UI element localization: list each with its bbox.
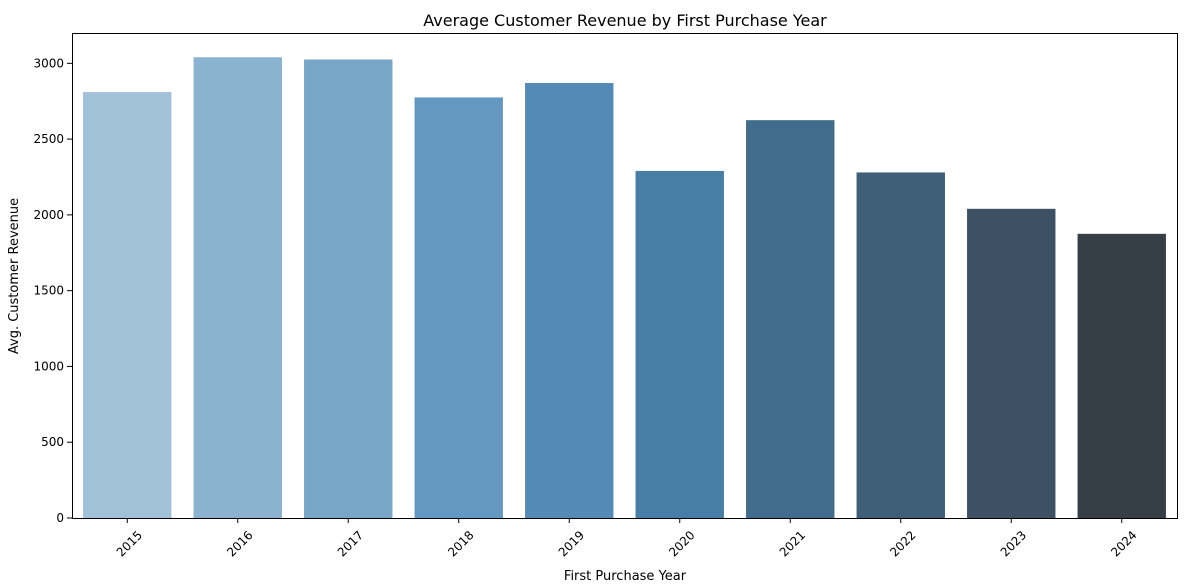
bar-2016 [193, 57, 282, 518]
y-tick-label: 500 [41, 435, 64, 449]
x-tick-label: 2019 [556, 528, 587, 559]
x-tick-label: 2020 [666, 528, 697, 559]
x-tick-label: 2016 [224, 528, 255, 559]
bar-2024 [1077, 233, 1166, 518]
x-tick-label: 2018 [445, 528, 476, 559]
plot-frame [72, 33, 1178, 519]
x-tick-label: 2021 [777, 528, 808, 559]
y-tick-label: 0 [56, 511, 64, 525]
y-tick-label: 1500 [33, 284, 64, 298]
y-tick-label: 1000 [33, 359, 64, 373]
bar-2017 [304, 59, 393, 518]
bar-2021 [746, 120, 835, 518]
bar-2023 [967, 208, 1056, 518]
x-axis-label: First Purchase Year [564, 569, 687, 584]
bar-2020 [635, 170, 724, 518]
y-tick-label: 2500 [33, 132, 64, 146]
y-axis-ticks: 0 500 1000 1500 2000 2500 3000 [33, 56, 72, 525]
bar-2022 [856, 172, 945, 518]
bars-group [83, 57, 1166, 518]
chart-title: Average Customer Revenue by First Purcha… [423, 11, 827, 30]
y-tick-label: 3000 [33, 56, 64, 70]
bar-2019 [525, 83, 614, 518]
x-tick-label: 2023 [998, 528, 1029, 559]
x-tick-label: 2015 [114, 528, 145, 559]
bar-2015 [83, 92, 172, 518]
bar-2018 [414, 97, 503, 518]
x-tick-label: 2017 [335, 528, 366, 559]
x-axis-ticks: 2015 2016 2017 2018 2019 2020 2021 2022 2023 2024 [114, 518, 1140, 560]
y-axis-label: Avg. Customer Revenue [7, 198, 22, 354]
x-tick-label: 2022 [887, 528, 918, 559]
y-tick-label: 2000 [33, 208, 64, 222]
x-tick-label: 2024 [1108, 528, 1139, 559]
